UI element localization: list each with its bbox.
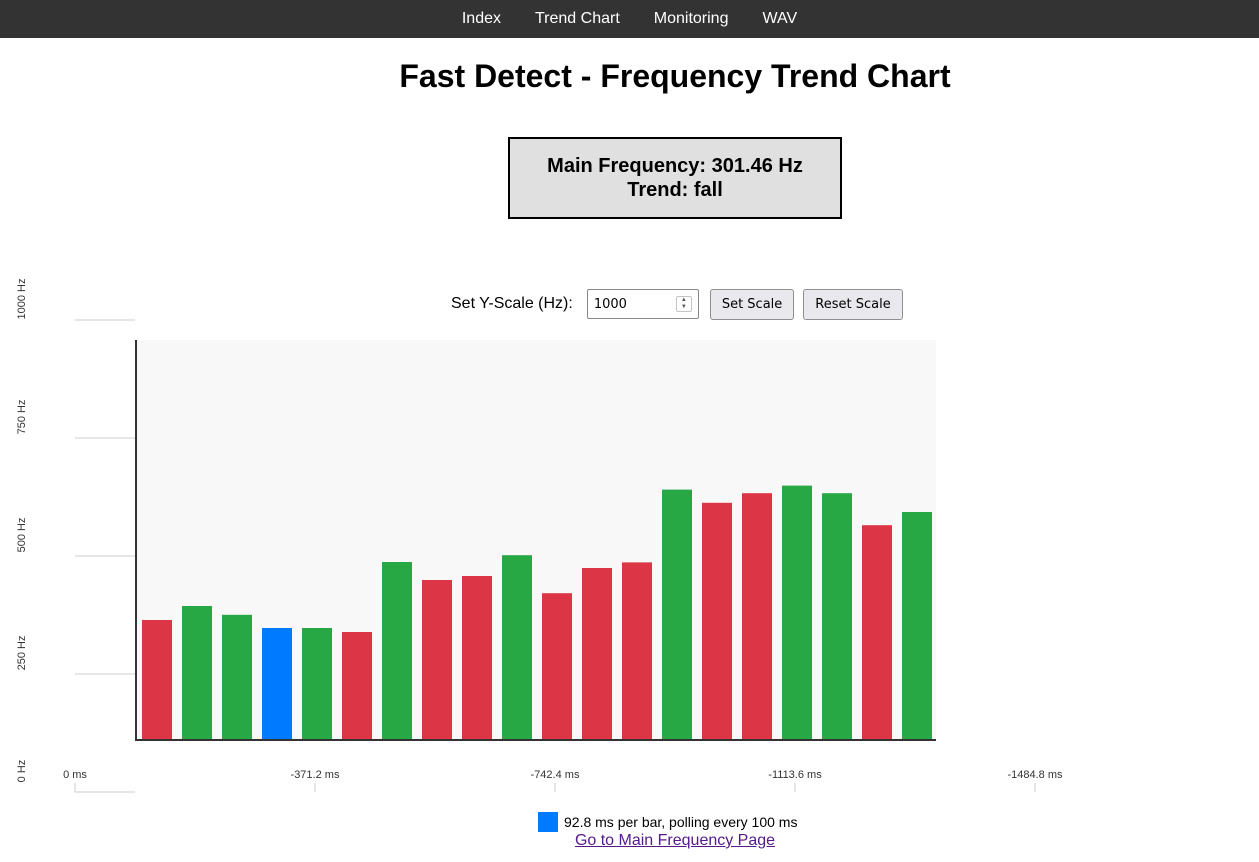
bar-14-rise <box>662 489 692 740</box>
chevron-down-icon[interactable]: ▼ <box>680 304 687 310</box>
footer-link-container: Go to Main Frequency Page <box>0 832 1259 850</box>
main-frequency-page-link[interactable]: Go to Main Frequency Page <box>574 832 776 849</box>
y-tick-label: 750 Hz <box>16 400 28 435</box>
y-scale-label: Set Y-Scale (Hz): <box>451 295 573 312</box>
spinner-arrows-icon[interactable]: ▲ ▼ <box>675 296 692 312</box>
bar-17-rise <box>782 485 812 740</box>
bar-5-rise <box>302 628 332 740</box>
y-tick-label: 0 Hz <box>16 760 28 783</box>
main-frequency-readout: Main Frequency: 301.46 Hz <box>547 155 803 177</box>
y-scale-number-field: ▲ ▼ <box>586 289 699 319</box>
chart-legend: 92.8 ms per bar, polling every 100 ms <box>538 812 797 832</box>
bar-18-rise <box>822 493 852 740</box>
chevron-up-icon[interactable]: ▲ <box>680 297 687 303</box>
x-tick-label: -371.2 ms <box>291 769 340 781</box>
y-tick-label: 250 Hz <box>16 636 28 671</box>
chart-plot-area <box>136 340 936 740</box>
nav-link-index[interactable]: Index <box>461 10 501 27</box>
x-tick-label: -1113.6 ms <box>768 769 822 781</box>
top-navigation: Index Trend Chart Monitoring WAV <box>0 0 1259 38</box>
nav-link-wav[interactable]: WAV <box>762 10 798 27</box>
bar-10-rise <box>502 555 532 740</box>
x-tick-label: -742.4 ms <box>531 769 580 781</box>
legend-swatch <box>538 812 558 832</box>
legend-label: 92.8 ms per bar, polling every 100 ms <box>564 814 798 830</box>
frequency-status-box: Main Frequency: 301.46 Hz Trend: fall <box>508 137 842 219</box>
bar-1-fall <box>142 620 172 740</box>
bar-4-current <box>262 628 292 740</box>
reset-scale-button[interactable]: Reset Scale <box>803 288 903 320</box>
bar-12-fall <box>582 568 612 740</box>
page-title: Fast Detect - Frequency Trend Chart <box>399 58 951 94</box>
bar-2-rise <box>182 606 212 740</box>
bar-20-rise <box>902 512 932 740</box>
set-scale-button[interactable]: Set Scale <box>709 288 795 320</box>
x-tick-label: 0 ms <box>63 769 87 781</box>
bar-9-fall <box>462 576 492 740</box>
trend-readout: Trend: fall <box>627 179 723 201</box>
bar-11-fall <box>542 593 572 740</box>
y-tick-label: 500 Hz <box>16 518 28 553</box>
bar-15-fall <box>702 502 732 740</box>
bar-3-rise <box>222 614 252 740</box>
bar-13-fall <box>622 562 652 740</box>
nav-link-trend-chart[interactable]: Trend Chart <box>534 10 620 27</box>
nav-link-monitoring[interactable]: Monitoring <box>653 10 729 27</box>
bar-19-fall <box>862 525 892 740</box>
y-tick-label: 1000 Hz <box>16 279 28 320</box>
bar-16-fall <box>742 493 772 740</box>
x-tick-label: -1484.8 ms <box>1007 769 1063 781</box>
bar-7-rise <box>382 562 412 740</box>
bar-8-fall <box>422 580 452 740</box>
y-scale-input[interactable] <box>593 291 674 317</box>
bar-6-fall <box>342 632 372 740</box>
y-scale-controls: Set Y-Scale (Hz): ▲ ▼ Set Scale Reset Sc… <box>451 288 912 320</box>
